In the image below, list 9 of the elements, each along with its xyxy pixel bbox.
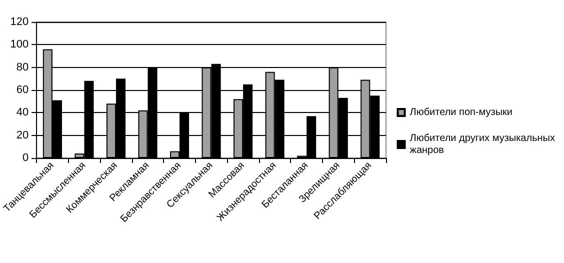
y-tick-label: 0 (22, 152, 29, 164)
y-tick-label: 120 (10, 16, 29, 28)
y-tick-label: 20 (16, 129, 29, 142)
legend-label: Любители других музыкальных жанров (410, 133, 556, 156)
y-tick-label: 80 (16, 61, 29, 74)
y-tick-label: 40 (16, 106, 29, 119)
legend-label: Любители поп-музыки (410, 107, 512, 118)
y-tick-label: 100 (10, 38, 29, 51)
y-tick-label: 60 (16, 84, 29, 96)
